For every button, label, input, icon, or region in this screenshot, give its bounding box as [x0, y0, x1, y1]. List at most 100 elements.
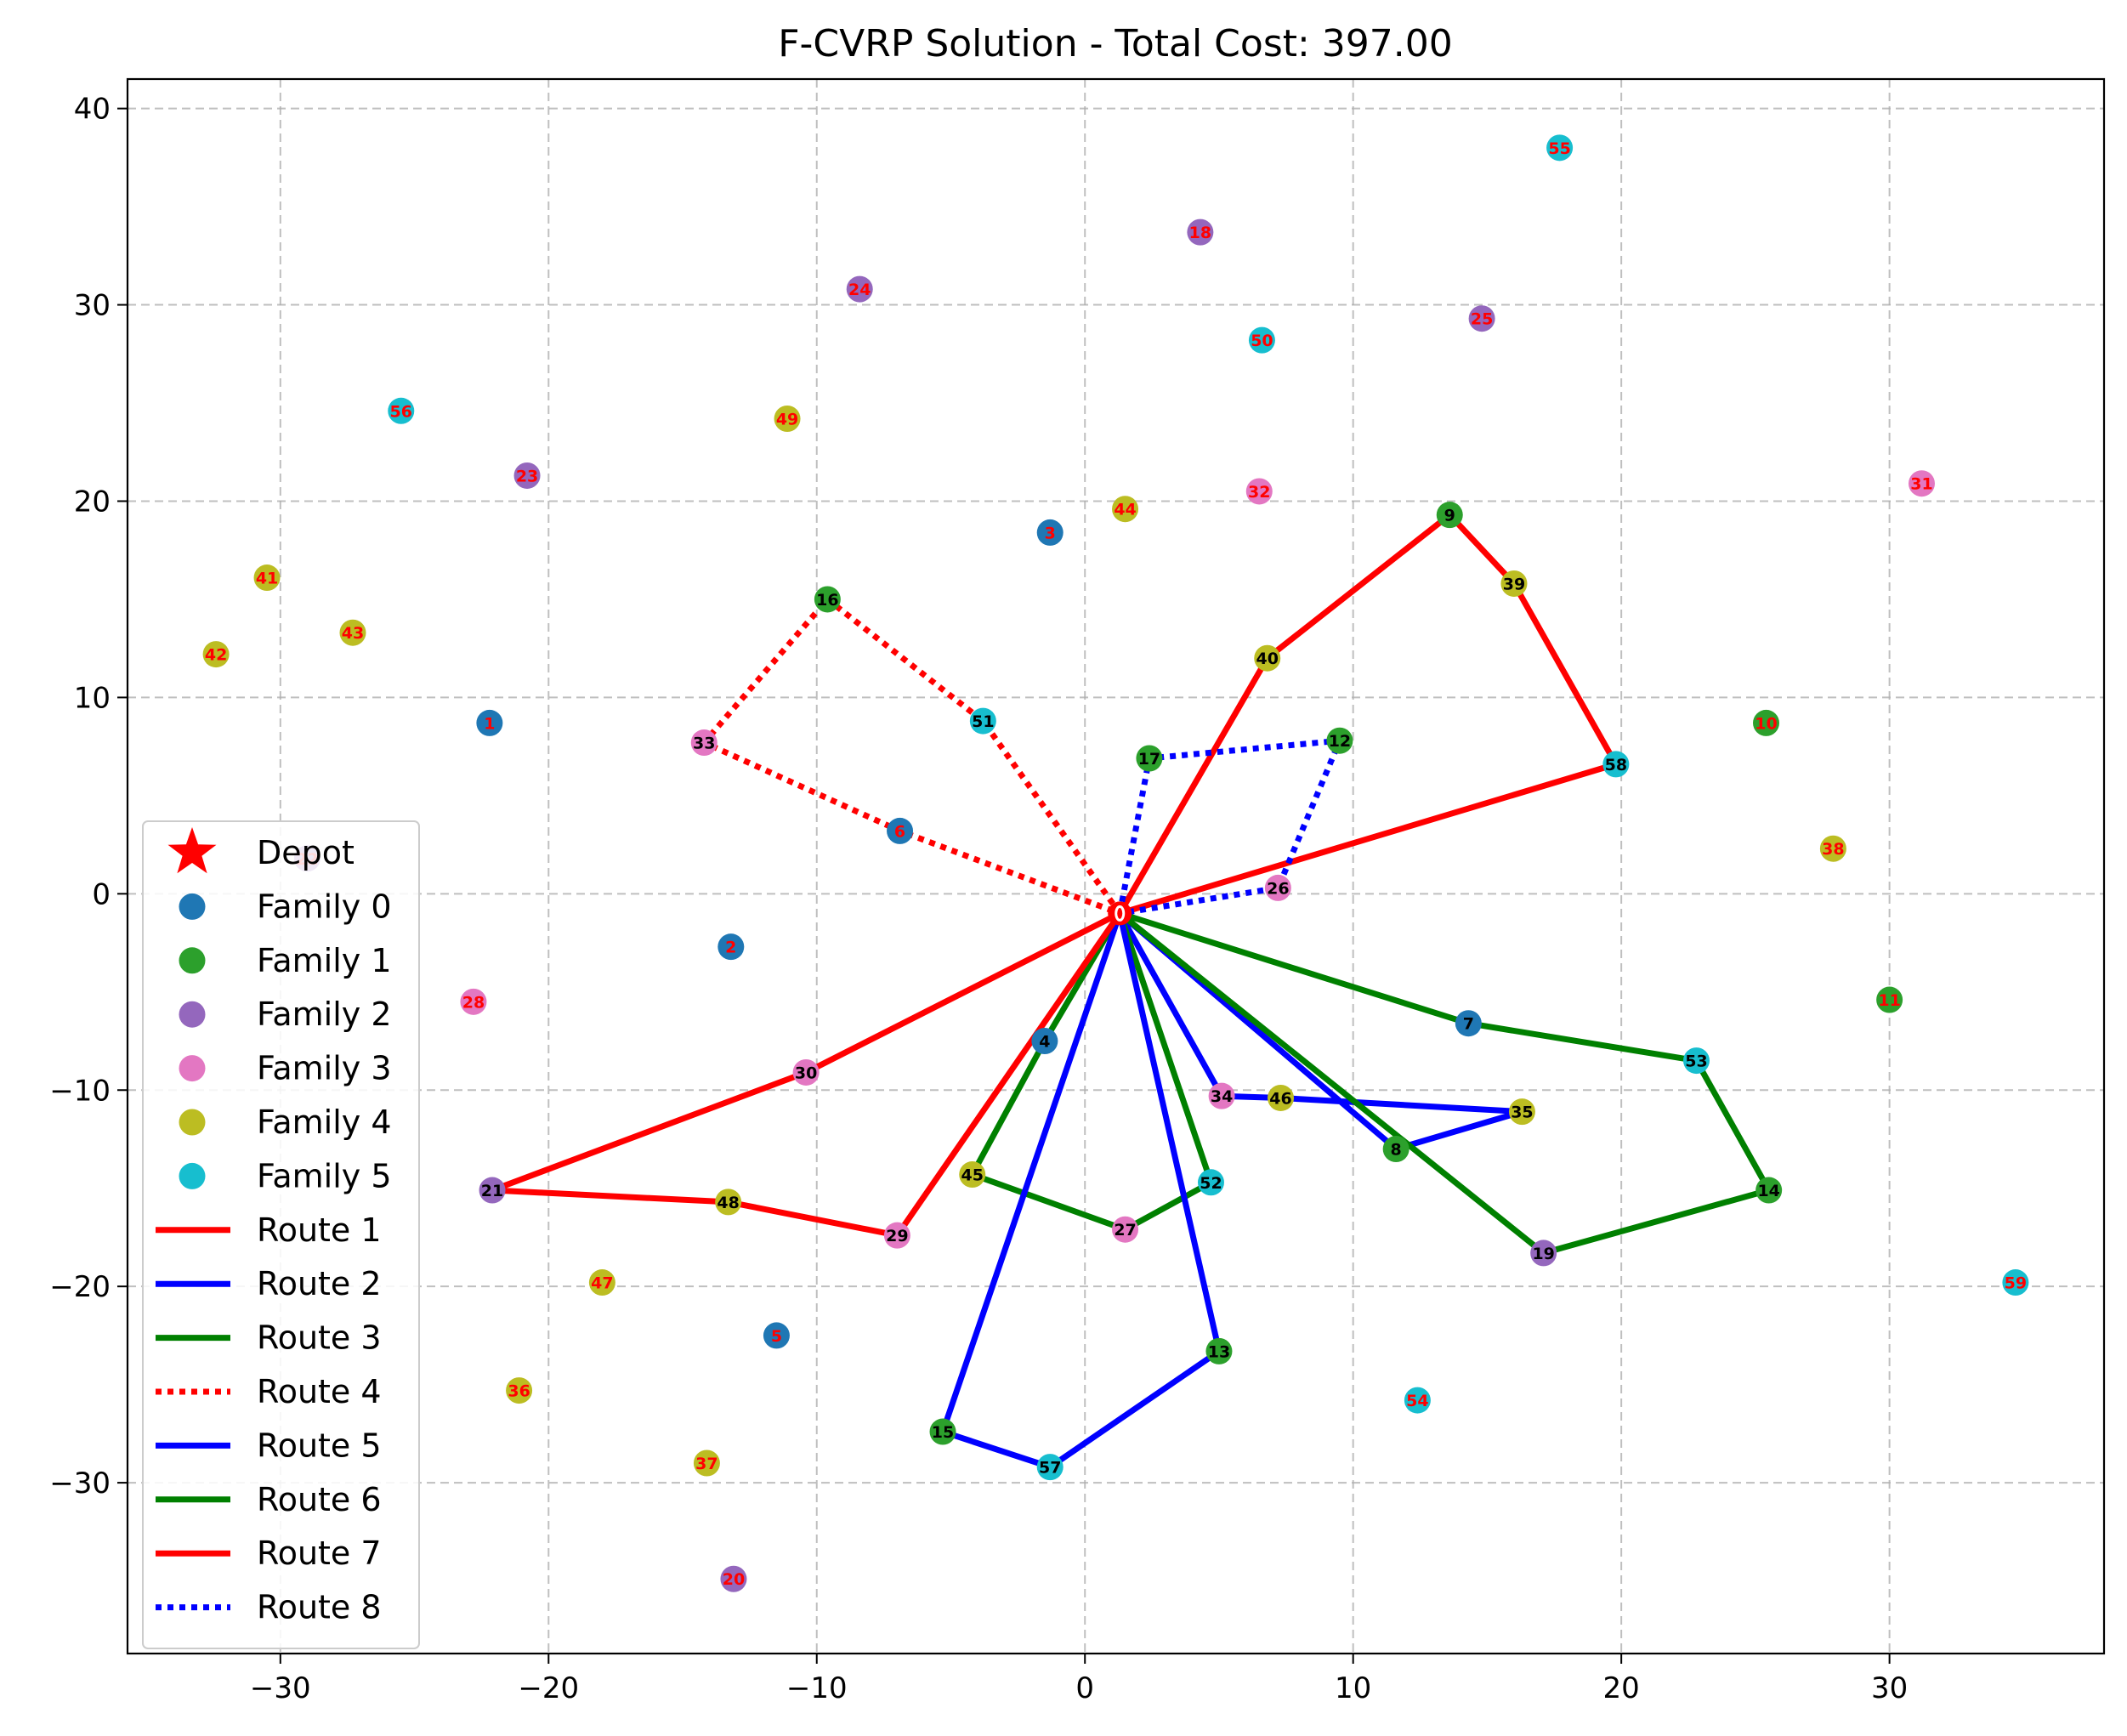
legend-label: Family 2 [257, 996, 392, 1033]
node-point-21 [479, 1177, 506, 1204]
node-point-59 [2002, 1269, 2029, 1296]
node-label-10: 10 [1755, 714, 1777, 733]
y-tick-label: −30 [49, 1467, 111, 1501]
x-tick-label: −30 [250, 1671, 311, 1705]
legend-marker-family [179, 1055, 206, 1082]
y-tick-label: −10 [49, 1074, 111, 1108]
node-label-17: 17 [1138, 750, 1160, 769]
node-label-18: 18 [1189, 224, 1211, 242]
node-point-52 [1197, 1169, 1224, 1196]
node-label-47: 47 [591, 1274, 613, 1293]
x-tick-label: −20 [518, 1671, 579, 1705]
node-point-6 [887, 817, 914, 844]
node-label-44: 44 [1114, 501, 1136, 519]
legend: Depot Family 0 Family 1 Family 2 Family 3 Fam… [142, 820, 420, 1649]
legend-label: Route 5 [257, 1427, 382, 1464]
node-point-34 [1208, 1082, 1235, 1109]
node-point-20 [720, 1565, 747, 1592]
node-label-54: 54 [1406, 1392, 1428, 1410]
node-label-39: 39 [1503, 575, 1525, 593]
node-label-40: 40 [1256, 650, 1279, 668]
legend-marker-family [179, 1162, 206, 1189]
node-label-21: 21 [481, 1182, 503, 1200]
node-label-41: 41 [256, 570, 278, 588]
node-label-45: 45 [961, 1166, 983, 1185]
node-point-45 [959, 1161, 986, 1189]
node-point-12 [1326, 727, 1353, 754]
y-tick-label: 40 [74, 93, 111, 127]
node-label-53: 53 [1685, 1052, 1707, 1071]
node-point-23 [513, 462, 541, 489]
route-line-1 [1117, 512, 1619, 916]
node-point-57 [1036, 1454, 1064, 1481]
node-label-31: 31 [1910, 475, 1932, 494]
node-label-52: 52 [1200, 1174, 1222, 1193]
legend-marker-depot [167, 827, 217, 874]
route-line-4 [700, 596, 1123, 916]
node-label-35: 35 [1511, 1103, 1533, 1122]
node-label-50: 50 [1251, 332, 1273, 350]
node-label-9: 9 [1444, 507, 1455, 525]
node-point-29 [883, 1222, 910, 1249]
node-point-10 [1753, 709, 1780, 736]
y-tick-label: −20 [49, 1270, 111, 1304]
node-label-2: 2 [725, 939, 736, 957]
node-point-43 [339, 619, 366, 646]
node-point-50 [1248, 326, 1275, 354]
node-point-37 [693, 1450, 720, 1477]
node-point-19 [1530, 1240, 1557, 1267]
node-point-54 [1404, 1387, 1431, 1414]
data-points: 1234567891011121314151617181920212223242… [202, 134, 2029, 1592]
node-label-5: 5 [771, 1327, 782, 1346]
node-point-27 [1112, 1216, 1139, 1243]
node-point-51 [969, 707, 996, 735]
node-label-13: 13 [1208, 1342, 1230, 1361]
node-point-40 [1254, 644, 1281, 672]
node-label-32: 32 [1248, 483, 1270, 502]
node-label-56: 56 [390, 402, 412, 421]
node-point-11 [1876, 986, 1903, 1013]
node-label-51: 51 [972, 712, 994, 731]
x-tick-label: 30 [1871, 1671, 1908, 1705]
node-label-30: 30 [795, 1064, 817, 1082]
legend-label: Family 4 [257, 1103, 392, 1141]
legend-label: Depot [257, 834, 354, 871]
node-label-46: 46 [1269, 1089, 1291, 1108]
node-point-55 [1546, 134, 1574, 162]
plot-frame [126, 77, 2106, 1655]
node-label-55: 55 [1548, 139, 1570, 158]
node-point-26 [1264, 874, 1291, 901]
chart-title: F-CVRP Solution - Total Cost: 397.00 [778, 22, 1453, 65]
node-point-39 [1500, 570, 1528, 597]
node-label-4: 4 [1039, 1033, 1050, 1052]
legend-marker-family [179, 1109, 206, 1136]
node-point-30 [792, 1058, 820, 1086]
node-point-13 [1205, 1337, 1233, 1364]
node-label-28: 28 [462, 993, 485, 1012]
node-point-53 [1682, 1047, 1710, 1075]
axes: −30 −20 −10 0 10 20 30 −30 −20 −10 0 10 20 30 40 [49, 77, 2106, 1705]
node-label-6: 6 [894, 822, 905, 841]
legend-label: Route 2 [257, 1265, 382, 1302]
y-tick-label: 30 [74, 289, 111, 323]
node-label-59: 59 [2005, 1274, 2027, 1293]
node-label-43: 43 [342, 624, 364, 643]
node-label-57: 57 [1039, 1459, 1061, 1478]
node-point-33 [690, 729, 718, 757]
y-tick-label: 10 [74, 681, 111, 715]
node-label-58: 58 [1605, 756, 1627, 774]
node-label-48: 48 [717, 1194, 739, 1212]
node-point-24 [846, 275, 873, 303]
node-point-47 [588, 1269, 615, 1296]
y-tick-label: 0 [92, 877, 111, 911]
route-line-6 [1118, 911, 1772, 1257]
node-label-12: 12 [1329, 732, 1351, 751]
node-point-1 [476, 709, 503, 736]
node-point-36 [506, 1377, 533, 1404]
route-line-7 [489, 911, 1123, 1239]
x-tick-label: 0 [1075, 1671, 1094, 1705]
legend-label: Family 3 [257, 1050, 392, 1087]
node-point-58 [1602, 751, 1630, 778]
node-label-23: 23 [516, 467, 538, 485]
node-point-25 [1468, 305, 1495, 332]
